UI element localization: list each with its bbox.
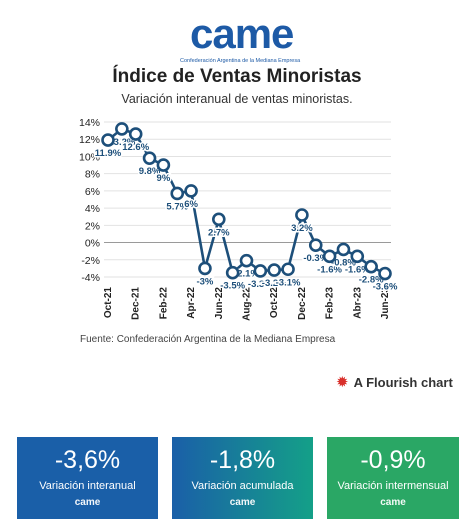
x-tick-label: Aug-22 xyxy=(242,287,253,321)
data-point xyxy=(156,158,171,172)
card-variacion-interanual: -3,6% Variación interanual came xyxy=(17,437,158,519)
source-note: Fuente: Confederación Argentina de la Me… xyxy=(80,334,336,345)
x-tick-label: Dec-21 xyxy=(131,287,142,320)
flourish-credit[interactable]: ✹ A Flourish chart xyxy=(336,373,453,391)
x-tick-label: Oct-22 xyxy=(269,287,280,319)
x-tick-label: Jun-22 xyxy=(214,287,225,320)
data-label: 3.2% xyxy=(291,223,313,234)
data-label: -3.2% xyxy=(262,278,287,289)
data-point xyxy=(350,249,365,264)
y-tick-label: 6% xyxy=(85,186,100,198)
data-label: 2.7% xyxy=(208,227,230,238)
card-variacion-acumulada: -1,8% Variación acumulada came xyxy=(172,437,313,519)
data-label: 5.7% xyxy=(166,201,188,212)
chart-title: Índice de Ventas Minoristas xyxy=(112,66,362,87)
card-variacion-intermensual: -0,9% Variación intermensual came xyxy=(327,437,459,519)
chart-subtitle: Variación interanual de ventas minorista… xyxy=(121,92,353,106)
y-tick-label: 14% xyxy=(79,117,100,129)
data-point xyxy=(336,242,351,257)
data-point xyxy=(101,133,115,147)
data-label: -0.8% xyxy=(331,257,356,268)
card-value: -3,6% xyxy=(54,446,121,474)
y-tick-label: 0% xyxy=(85,238,100,250)
data-point xyxy=(322,249,337,264)
y-tick-label: 4% xyxy=(85,203,100,215)
came-logo: came Confederación Argentina de la Media… xyxy=(180,10,301,68)
data-point xyxy=(364,259,378,274)
y-tick-label: -2% xyxy=(81,255,100,267)
data-point xyxy=(198,261,212,276)
data-label: -3.3% xyxy=(248,279,273,290)
y-tick-label: 10% xyxy=(79,151,100,163)
data-label: 9.8% xyxy=(139,166,161,177)
data-point xyxy=(295,208,309,222)
y-tick-label: -4% xyxy=(81,272,100,284)
y-tick-label: 8% xyxy=(85,169,100,181)
data-label: 12.6% xyxy=(122,142,149,153)
y-tick-label: 12% xyxy=(79,134,100,146)
data-label: -2.8% xyxy=(359,275,384,286)
data-point xyxy=(281,262,295,277)
x-tick-label: Abr-23 xyxy=(352,287,363,319)
data-point xyxy=(308,238,323,252)
data-point xyxy=(212,212,226,227)
came-logo-icon: came xyxy=(380,497,406,508)
data-point xyxy=(378,266,392,281)
data-point xyxy=(115,122,129,136)
x-tick-label: Jun-23 xyxy=(380,287,391,320)
x-tick-label: Feb-23 xyxy=(325,287,336,320)
card-label: Variación acumulada xyxy=(191,480,294,492)
data-point xyxy=(128,127,143,141)
came-logo-icon: came xyxy=(229,497,256,508)
y-tick-label: 2% xyxy=(85,220,100,232)
card-label: Variación interanual xyxy=(39,480,136,492)
data-point xyxy=(225,265,240,280)
logo-wordmark: came xyxy=(190,10,294,57)
data-label: 9% xyxy=(157,173,171,184)
data-point xyxy=(184,184,198,198)
x-tick-label: Feb-22 xyxy=(158,287,169,320)
flourish-icon: ✹ xyxy=(336,373,349,391)
data-label: -3% xyxy=(196,276,213,287)
line-chart: 14% 12% 10% 8% 6% 4% 2% 0% -2% -4%Oct-21 Dec-21 Feb… xyxy=(79,117,399,321)
data-point xyxy=(267,263,281,277)
data-point xyxy=(142,151,157,165)
data-label: -3.1% xyxy=(276,277,301,288)
logo-subtitle: Confederación Argentina de la Mediana Em… xyxy=(180,58,301,64)
card-value: -0,9% xyxy=(360,446,426,474)
data-label: 11.9% xyxy=(95,148,122,159)
flourish-label: A Flourish chart xyxy=(353,375,453,390)
x-tick-label: Dec-22 xyxy=(297,287,308,320)
data-point xyxy=(170,186,185,201)
data-label: -3.5% xyxy=(220,281,245,292)
x-tick-label: Apr-22 xyxy=(186,287,197,319)
x-tick-label: Oct-21 xyxy=(103,287,114,319)
data-label: 6% xyxy=(184,199,198,210)
card-label: Variación intermensual xyxy=(337,480,449,492)
data-point xyxy=(253,264,268,278)
data-label: -3.6% xyxy=(373,282,398,293)
data-label: -1.6% xyxy=(317,264,342,275)
card-value: -1,8% xyxy=(209,446,276,474)
data-point xyxy=(239,253,254,268)
came-logo-icon: came xyxy=(74,497,101,508)
